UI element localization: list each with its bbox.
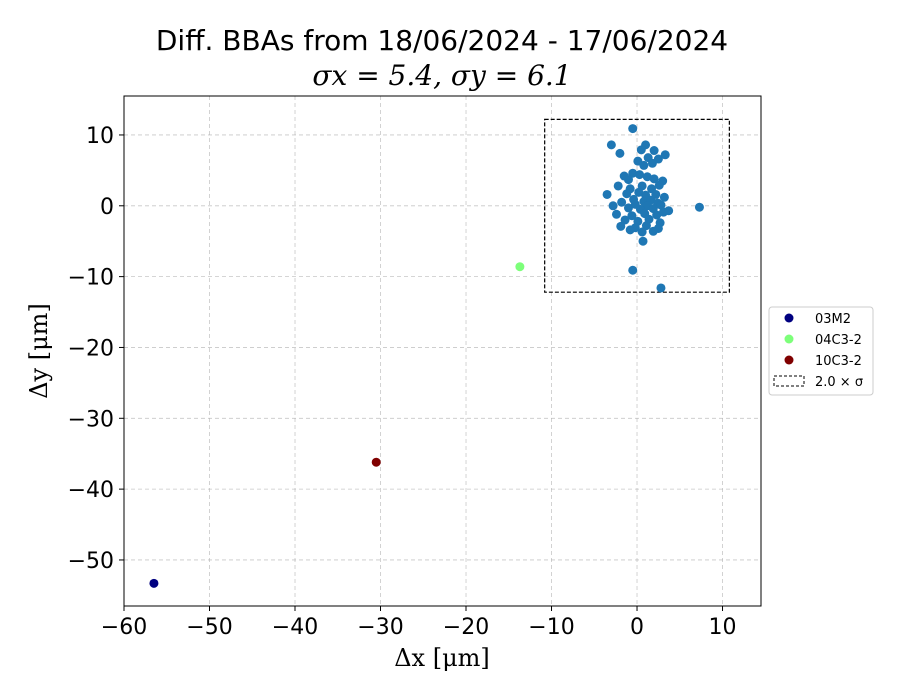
x-axis-ticks: −60 −50 −40 −30 −20 −10 0 10 bbox=[101, 606, 737, 640]
x-tick-label: 0 bbox=[630, 615, 644, 640]
data-point bbox=[617, 197, 627, 207]
data-point bbox=[649, 146, 659, 156]
data-point bbox=[656, 283, 666, 293]
data-point bbox=[606, 140, 616, 150]
data-point bbox=[623, 175, 633, 185]
y-axis-label: Δy [μm] bbox=[25, 303, 53, 399]
legend-label: 2.0 × σ bbox=[815, 375, 863, 390]
data-point bbox=[602, 189, 612, 199]
sigma-box bbox=[544, 118, 730, 293]
data-point bbox=[625, 225, 635, 235]
y-axis-ticks: −50 −40 −30 −20 −10 0 10 bbox=[68, 124, 124, 574]
data-point bbox=[694, 202, 704, 212]
x-tick-label: −10 bbox=[528, 615, 574, 640]
legend-marker bbox=[784, 355, 794, 365]
data-point bbox=[608, 201, 618, 211]
data-point bbox=[613, 181, 623, 191]
data-point bbox=[637, 227, 647, 237]
legend-marker bbox=[784, 334, 794, 344]
plot-frame bbox=[123, 95, 762, 607]
data-point bbox=[634, 187, 644, 197]
data-point bbox=[628, 124, 638, 134]
data-point bbox=[636, 145, 646, 155]
data-point bbox=[616, 221, 626, 231]
legend-box-marker bbox=[773, 375, 805, 387]
data-point bbox=[664, 206, 674, 216]
y-tick-label: −10 bbox=[68, 266, 114, 291]
data-point bbox=[660, 150, 670, 160]
legend-label: 04C3-2 bbox=[815, 333, 862, 348]
legend-label: 03M2 bbox=[815, 312, 851, 327]
point-10c3-2 bbox=[371, 457, 381, 467]
sigma-box-layer bbox=[544, 118, 730, 293]
data-points bbox=[149, 124, 704, 588]
data-point bbox=[648, 226, 658, 236]
data-point bbox=[656, 200, 666, 210]
y-tick-label: −50 bbox=[68, 549, 114, 574]
x-tick-label: −30 bbox=[357, 615, 403, 640]
chart-title: Diff. BBAs from 18/06/2024 - 17/06/2024 bbox=[156, 24, 728, 57]
x-tick-label: −40 bbox=[272, 615, 318, 640]
data-point bbox=[652, 210, 662, 220]
data-point bbox=[638, 236, 648, 246]
data-point bbox=[628, 168, 638, 178]
data-point bbox=[641, 221, 651, 231]
x-tick-label: −60 bbox=[101, 615, 147, 640]
data-point bbox=[635, 170, 645, 180]
data-point bbox=[649, 174, 659, 184]
data-point bbox=[623, 203, 633, 213]
y-tick-label: −40 bbox=[68, 478, 114, 503]
data-point bbox=[615, 148, 625, 158]
y-tick-label: −20 bbox=[68, 336, 114, 361]
data-point bbox=[659, 192, 669, 202]
y-tick-label: 10 bbox=[86, 124, 114, 149]
point-04c3-2 bbox=[515, 262, 525, 272]
grid-lines bbox=[123, 96, 761, 606]
x-tick-label: −20 bbox=[443, 615, 489, 640]
x-tick-label: −50 bbox=[186, 615, 232, 640]
data-point bbox=[620, 215, 630, 225]
legend-label: 10C3-2 bbox=[815, 354, 862, 369]
legend-marker bbox=[784, 313, 794, 323]
data-point bbox=[642, 172, 652, 182]
data-point bbox=[628, 265, 638, 275]
x-tick-label: 10 bbox=[709, 615, 737, 640]
legend-frame bbox=[768, 306, 874, 396]
data-point bbox=[627, 211, 637, 221]
chart-subtitle: σx = 5.4, σy = 6.1 bbox=[312, 59, 571, 92]
data-point bbox=[654, 180, 664, 190]
legend: 03M2 04C3-2 10C3-2 2.0 × σ bbox=[768, 306, 874, 396]
data-point bbox=[647, 158, 657, 168]
point-03m2 bbox=[149, 578, 159, 588]
x-axis-label: Δx [μm] bbox=[394, 644, 490, 672]
data-point bbox=[639, 160, 649, 170]
data-point bbox=[622, 189, 632, 199]
data-point bbox=[611, 209, 621, 219]
y-tick-label: 0 bbox=[100, 195, 114, 220]
y-tick-label: −30 bbox=[68, 407, 114, 432]
